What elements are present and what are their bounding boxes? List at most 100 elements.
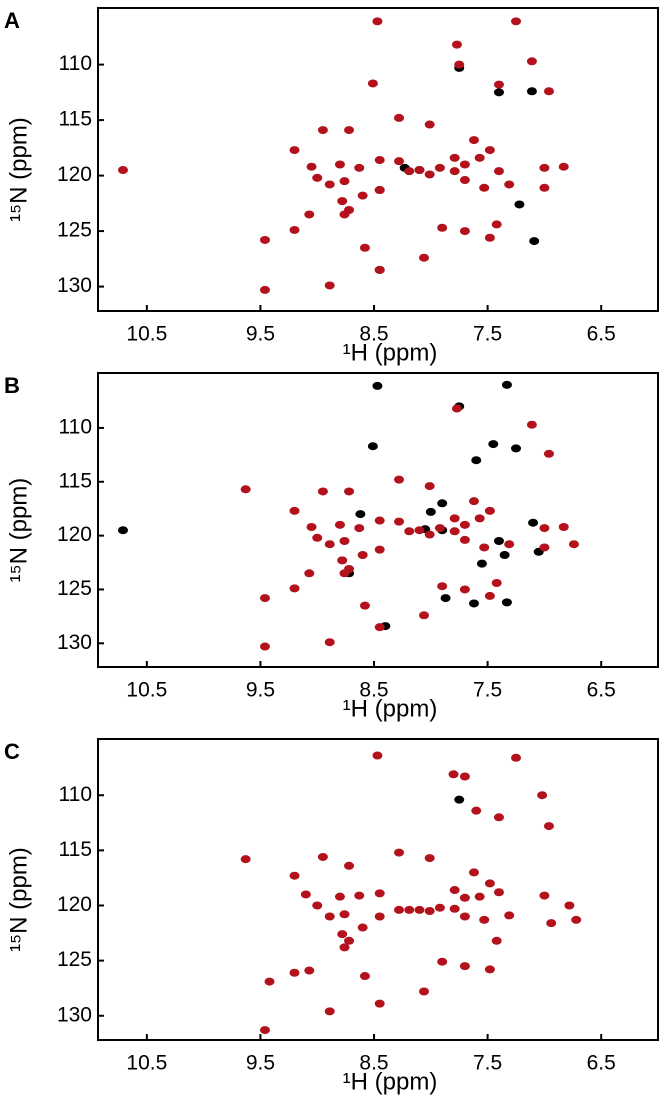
peak	[440, 594, 451, 603]
peak	[459, 176, 470, 185]
peak	[484, 591, 495, 600]
peak	[459, 912, 470, 921]
peak	[374, 516, 385, 525]
peak	[424, 854, 435, 863]
peak	[493, 537, 504, 545]
peak	[334, 520, 345, 529]
panel-label: A	[4, 8, 20, 33]
peak	[289, 146, 300, 155]
x-tick-label: 10.5	[126, 323, 167, 346]
x-tick-label: 9.5	[246, 323, 275, 346]
peak	[357, 191, 368, 200]
y-tick-label: 115	[59, 838, 92, 861]
x-tick-label: 8.5	[359, 1052, 388, 1075]
peak	[511, 17, 522, 26]
panel: B 10.5 9.5 8.5 7.5 6.5 110 115 120 125 130 ¹H (ppm)…	[4, 372, 659, 722]
peak	[359, 601, 370, 610]
peak	[528, 518, 539, 527]
peak	[289, 506, 300, 515]
peak	[324, 912, 335, 921]
peak	[514, 200, 525, 209]
peak	[289, 871, 300, 880]
peak	[414, 166, 425, 175]
peak	[539, 183, 550, 192]
peak	[424, 530, 435, 539]
peak	[488, 440, 499, 449]
peak	[354, 163, 365, 172]
peak	[558, 162, 569, 171]
x-tick-label: 9.5	[246, 1052, 275, 1075]
peak	[425, 507, 436, 516]
x-tick-label: 6.5	[587, 1052, 616, 1075]
peak	[374, 545, 385, 554]
peak	[359, 243, 370, 252]
peak	[493, 888, 504, 897]
peak	[337, 197, 348, 206]
peak	[434, 524, 445, 533]
peak	[571, 915, 582, 924]
peak	[304, 569, 315, 578]
peak	[317, 852, 328, 861]
peak	[419, 611, 430, 620]
peak	[546, 919, 557, 928]
x-tick-label: 9.5	[246, 679, 275, 702]
peak	[568, 540, 579, 549]
peak	[394, 905, 405, 914]
peak	[344, 126, 355, 135]
peak	[484, 233, 495, 242]
peak	[374, 999, 385, 1008]
peak	[449, 514, 460, 523]
peak	[357, 551, 368, 559]
peak	[372, 751, 383, 760]
y-tick-label: 120	[57, 163, 92, 186]
peak	[359, 972, 370, 981]
x-axis-label: ¹H (ppm)	[343, 339, 438, 366]
peak	[471, 806, 482, 815]
x-tick-label: 6.5	[587, 323, 616, 346]
peak	[374, 889, 385, 898]
peak	[344, 206, 355, 214]
peak	[424, 482, 435, 491]
x-tick-label: 6.5	[587, 679, 616, 702]
x-tick-label: 8.5	[359, 679, 388, 702]
peak	[437, 223, 448, 232]
peak	[374, 623, 385, 632]
peak	[367, 79, 378, 88]
y-tick-label: 115	[59, 108, 92, 131]
peak	[449, 153, 460, 162]
peak	[414, 905, 425, 914]
peak	[479, 183, 490, 192]
peak	[300, 890, 311, 899]
peak	[539, 543, 550, 552]
peak	[304, 966, 315, 975]
peak	[468, 868, 479, 877]
y-axis-label: ¹⁵N (ppm)	[5, 478, 32, 583]
peak	[504, 540, 515, 549]
peak	[491, 936, 502, 945]
y-tick-label: 130	[57, 1003, 92, 1026]
peak	[394, 517, 405, 526]
peak	[449, 886, 460, 895]
peak	[324, 638, 335, 647]
peak	[117, 166, 128, 175]
peak	[312, 533, 323, 542]
peak	[324, 281, 335, 290]
peak	[479, 915, 490, 924]
peak	[493, 88, 504, 97]
peak	[529, 237, 540, 246]
peak	[537, 791, 548, 800]
peak	[493, 167, 504, 176]
peak	[474, 514, 485, 523]
peak	[306, 523, 317, 531]
peak	[558, 523, 569, 531]
peak	[339, 177, 350, 186]
peak	[117, 526, 128, 535]
peak	[259, 1026, 270, 1035]
peak	[259, 642, 270, 651]
x-tick-label: 10.5	[126, 679, 167, 702]
peak	[449, 904, 460, 913]
peak	[539, 891, 550, 900]
peak	[499, 551, 510, 559]
peak	[459, 893, 470, 902]
panel-label: C	[4, 739, 20, 764]
